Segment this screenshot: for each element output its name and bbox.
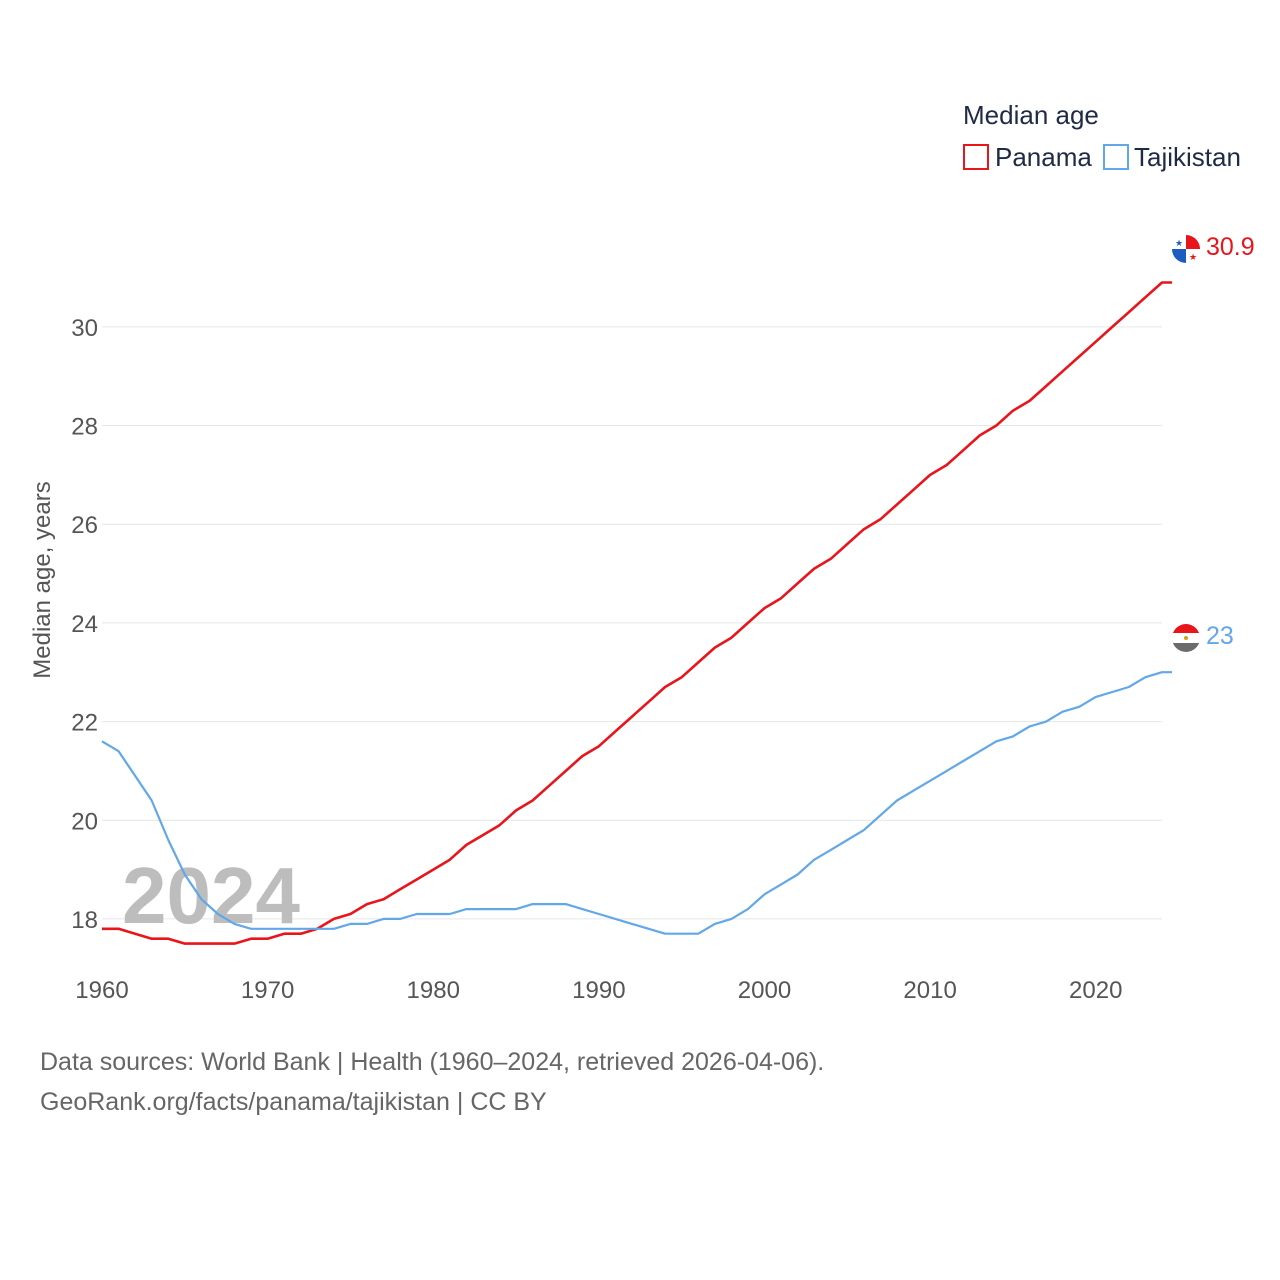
svg-text:★: ★ — [1189, 252, 1197, 262]
legend-title: Median age — [963, 100, 1099, 130]
legend-item-tajikistan[interactable]: Tajikistan — [1103, 142, 1241, 172]
end-label-panama: 30.9 — [1206, 233, 1255, 261]
y-tick-18: 18 — [71, 907, 98, 934]
grid-lines — [102, 326, 1162, 920]
series-line-tajikistan[interactable] — [101, 671, 1172, 935]
y-tick-24: 24 — [71, 611, 98, 638]
legend-swatch-panama — [963, 144, 989, 170]
y-tick-28: 28 — [71, 414, 98, 441]
x-tick-1980: 1980 — [407, 977, 460, 1004]
x-tick-1970: 1970 — [241, 977, 294, 1004]
end-label-tajikistan: 23 — [1206, 622, 1234, 650]
chart: Median age Panama Tajikistan Median age,… — [29, 100, 1255, 1004]
x-tick-2010: 2010 — [903, 977, 956, 1004]
y-axis-ticks: 18 20 22 24 26 28 30 — [71, 315, 98, 934]
y-axis-title: Median age, years — [29, 481, 56, 678]
legend-item-panama[interactable]: Panama — [963, 142, 1092, 172]
y-tick-20: 20 — [71, 808, 98, 835]
y-tick-26: 26 — [71, 512, 98, 539]
series-line-panama[interactable] — [102, 281, 1172, 945]
year-watermark: 2024 — [122, 851, 300, 940]
x-tick-1990: 1990 — [572, 977, 625, 1004]
x-axis-ticks: 1960 1970 1980 1990 2000 2010 2020 — [75, 977, 1122, 1004]
legend-swatch-tajikistan — [1103, 144, 1129, 170]
x-tick-2000: 2000 — [738, 977, 791, 1004]
y-tick-30: 30 — [71, 315, 98, 342]
series-lines — [101, 281, 1172, 945]
footer: Data sources: World Bank | Health (1960–… — [40, 1042, 824, 1122]
legend-label-panama: Panama — [995, 142, 1092, 172]
panama-flag-icon: ★ ★ — [1172, 235, 1200, 263]
tajikistan-flag-icon — [1172, 624, 1200, 652]
footer-link[interactable]: GeoRank.org/facts/panama/tajikistan | CC… — [40, 1088, 547, 1116]
x-tick-2020: 2020 — [1069, 977, 1122, 1004]
svg-text:★: ★ — [1175, 238, 1183, 248]
x-tick-1960: 1960 — [75, 977, 128, 1004]
footer-source: Data sources: World Bank | Health (1960–… — [40, 1048, 825, 1076]
y-tick-22: 22 — [71, 710, 98, 737]
legend-label-tajikistan: Tajikistan — [1134, 142, 1241, 172]
